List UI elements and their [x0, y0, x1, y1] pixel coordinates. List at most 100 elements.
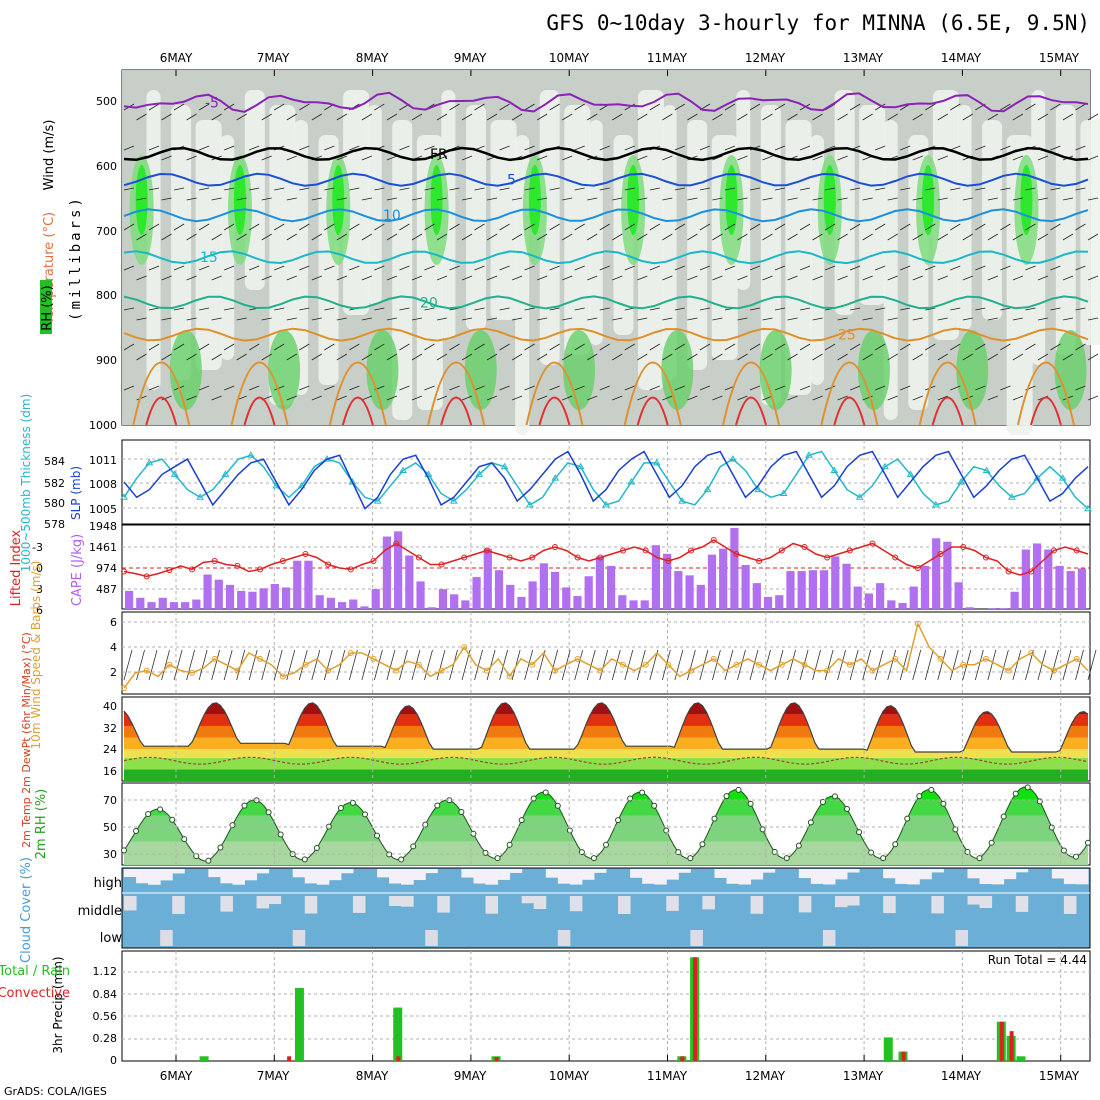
- cape-bar: [337, 602, 347, 609]
- cloud-cell-high: [979, 869, 993, 885]
- wind-barb: [712, 395, 723, 401]
- wind10m-barb: [386, 649, 396, 681]
- temp-contour-label: 25: [838, 328, 856, 344]
- wind-barb: [1062, 353, 1074, 361]
- cape-bar: [382, 536, 392, 609]
- wind-barb: [499, 385, 510, 391]
- wind-barb: [399, 385, 410, 391]
- li-line-marker: [937, 551, 944, 557]
- wind-barb: [950, 145, 961, 151]
- wind-barb: [612, 197, 623, 201]
- wind-barb: [299, 103, 310, 111]
- wind-barb: [374, 187, 385, 191]
- thickness-line-marker: [855, 493, 864, 500]
- cloud-cell-middle: [798, 896, 812, 913]
- li-line-marker: [325, 561, 332, 568]
- wind-barb: [236, 197, 247, 201]
- cape-axis: 1948 1461 974 487: [89, 520, 117, 596]
- pressure-tick: 900: [96, 354, 117, 367]
- wind-barb: [1025, 187, 1036, 191]
- wind-barb: [499, 343, 510, 351]
- cloud-cell-low: [955, 930, 968, 946]
- cape-bar: [494, 570, 504, 609]
- wind-barb: [198, 223, 210, 231]
- bottom-date-label: 11MAY: [647, 1069, 688, 1083]
- precip-bar-total: [393, 1007, 403, 1061]
- wind-barb: [1012, 395, 1024, 401]
- wind-barb: [536, 233, 548, 241]
- rh2m-point: [337, 804, 344, 811]
- cape-bar: [147, 602, 156, 609]
- precip-legend-total: Total / Rain: [0, 964, 70, 979]
- rh2m-point: [494, 855, 501, 862]
- cape-bar: [1066, 571, 1075, 609]
- wind-barb: [562, 317, 573, 321]
- wind-barb: [587, 275, 598, 281]
- wind-barb: [374, 103, 385, 111]
- wind-barb: [799, 145, 811, 151]
- wind-barb: [211, 275, 222, 281]
- cape-bar: [427, 607, 436, 609]
- wind-barb: [787, 113, 798, 121]
- thickness-line-marker: [906, 470, 915, 477]
- wind-barb: [937, 233, 948, 241]
- top-date-label: 9MAY: [454, 51, 487, 65]
- cape-bar: [943, 541, 952, 609]
- pressure-tick: 1000: [89, 419, 117, 432]
- cape-bar: [528, 581, 537, 609]
- wind-barb: [749, 265, 761, 271]
- wind-barb: [186, 353, 197, 361]
- wind10m-line: [123, 621, 1089, 689]
- wind-barb: [449, 223, 460, 231]
- wind-barb: [712, 113, 723, 121]
- wind-barb: [574, 385, 585, 391]
- thickness-line-marker: [678, 497, 686, 504]
- wind-barb: [912, 155, 923, 161]
- wind-barb: [399, 343, 410, 351]
- thickness-line-marker: [551, 474, 560, 481]
- li-line-marker: [506, 554, 513, 561]
- wind10m-tick: 2: [110, 666, 117, 679]
- wind-barb: [975, 187, 986, 191]
- rh-moist-core: [627, 165, 640, 235]
- rh2m-tick: 70: [103, 794, 117, 807]
- wind-barb: [549, 103, 560, 111]
- rh2m-point: [470, 830, 477, 837]
- cloud-level-label: middle: [78, 904, 122, 919]
- wind10m-barb: [762, 649, 771, 681]
- wind-barb: [211, 317, 222, 321]
- wind10m-barb: [1012, 649, 1022, 681]
- rh-light-band: [883, 120, 898, 420]
- wind-barb: [699, 145, 711, 151]
- wind-barb: [474, 307, 485, 311]
- wind-barb: [724, 343, 736, 351]
- li-line-marker: [302, 551, 309, 557]
- temp-band: [124, 769, 1088, 781]
- cape-bar: [304, 560, 313, 609]
- thickness-line-marker: [957, 478, 966, 485]
- wind-barb: [662, 395, 673, 401]
- thickness-line-marker: [652, 458, 661, 466]
- rh2m-point: [723, 793, 730, 800]
- li-line-marker: [756, 558, 763, 564]
- wind10m-barb: [674, 649, 684, 681]
- wind-barb: [361, 353, 373, 361]
- precip-bar-convective: [680, 1056, 685, 1061]
- wind-barb: [486, 395, 498, 401]
- wind-barb: [1075, 265, 1086, 271]
- wind-barb: [436, 197, 448, 201]
- wind-barb: [874, 343, 886, 351]
- wind-barb: [837, 197, 848, 201]
- cloud-cell-high: [581, 869, 595, 880]
- wind10m-axis: 2 4 6: [110, 616, 117, 679]
- cape-bars: [125, 527, 1086, 609]
- cape-bar: [506, 584, 515, 609]
- cape-bar: [932, 538, 941, 609]
- bottom-date-label: 15MAY: [1039, 1069, 1080, 1083]
- wind10m-barb: [173, 649, 183, 681]
- wind-barb: [248, 343, 260, 351]
- cloud-cell-middle: [304, 896, 318, 914]
- wind-barb: [524, 187, 535, 191]
- wind-barb: [274, 307, 285, 311]
- wind-barb: [173, 103, 185, 111]
